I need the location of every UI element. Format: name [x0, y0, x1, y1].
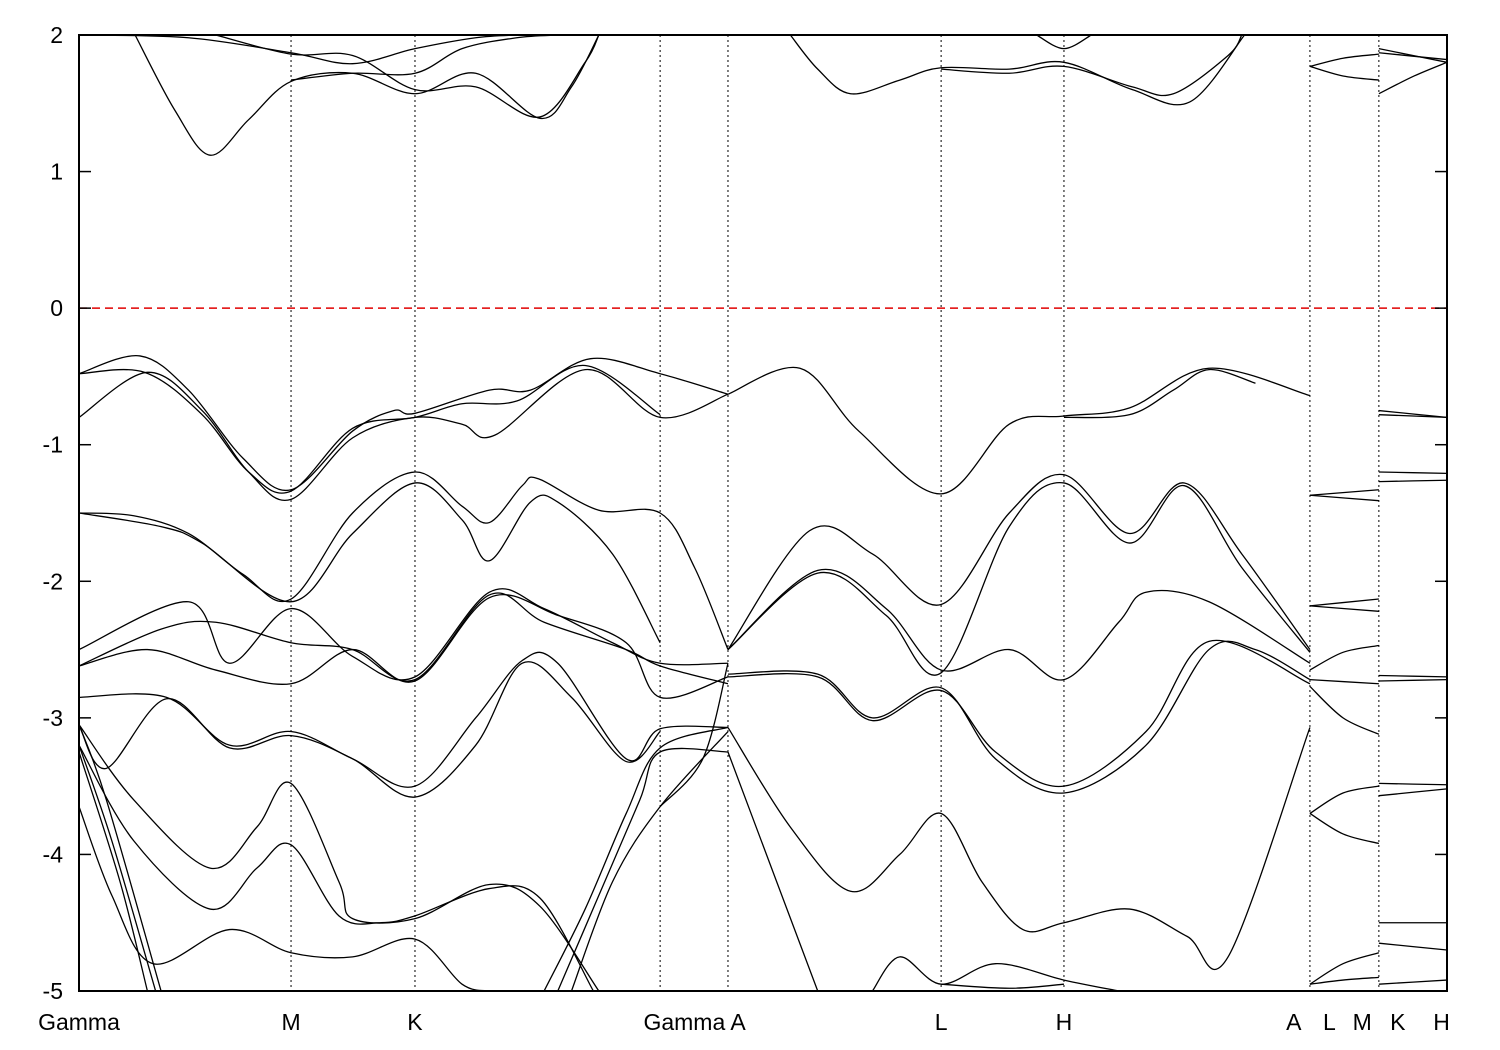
band-line: [1378, 479, 1447, 483]
band-line: [1309, 489, 1379, 496]
band-line: [79, 744, 594, 991]
y-tick-label: -1: [43, 432, 63, 458]
y-tick-label: -3: [43, 705, 63, 731]
band-line: [1309, 605, 1379, 612]
band-line: [727, 473, 1311, 650]
band-line: [1378, 674, 1447, 678]
band-line: [79, 744, 157, 991]
x-tick-label: H: [1056, 1009, 1073, 1035]
path-break-lines: [1310, 35, 1379, 991]
x-tick-label: L: [1323, 1009, 1336, 1035]
band-line: [290, 35, 558, 81]
x-tick-label: L: [935, 1009, 948, 1035]
band-line: [79, 651, 728, 788]
band-line: [1309, 644, 1379, 671]
x-tick-label: Gamma A: [643, 1009, 746, 1035]
band-line: [727, 751, 819, 991]
band-line: [727, 482, 1311, 676]
band-line: [727, 727, 1311, 971]
y-tick-label: -5: [43, 978, 63, 1004]
band-line: [1309, 65, 1379, 81]
y-axis: 2 1 0 -1 -2 -3 -4 -5: [43, 22, 1447, 1004]
band-line: [1309, 952, 1380, 985]
band-line: [79, 364, 661, 494]
band-line: [79, 592, 729, 685]
band-line: [79, 471, 729, 650]
plot-frame: [78, 34, 1448, 992]
band-line: [871, 956, 1119, 991]
x-tick-label: H: [1433, 1009, 1450, 1035]
band-line: [1309, 785, 1379, 815]
band-line: [79, 368, 729, 502]
band-line: [1309, 678, 1379, 685]
band-line: [79, 588, 728, 681]
band-line: [941, 983, 1065, 989]
band-line: [1063, 368, 1256, 419]
x-tick-label: K: [407, 1009, 423, 1035]
band-line: [727, 639, 1311, 788]
y-tick-label: 2: [50, 22, 63, 48]
y-tick-label: -4: [43, 841, 64, 867]
band-line: [1378, 678, 1447, 682]
y-tick-label: -2: [43, 568, 63, 594]
band-line: [570, 731, 729, 991]
x-tick-label: A: [1286, 1009, 1302, 1035]
x-tick-label: M: [1353, 1009, 1372, 1035]
band-line: [79, 661, 661, 798]
band-line: [1309, 53, 1379, 68]
band-line: [1378, 788, 1447, 797]
band-line: [79, 355, 729, 492]
band-line: [1378, 61, 1447, 95]
band-line: [79, 806, 490, 991]
band-line: [1309, 685, 1380, 735]
band-line: [1378, 471, 1447, 475]
x-tick-label: K: [1390, 1009, 1406, 1035]
bands: [79, 35, 1447, 991]
band-line: [1036, 35, 1092, 50]
band-line: [1378, 979, 1447, 985]
band-line: [79, 482, 661, 644]
band-line: [1378, 414, 1447, 419]
band-line: [79, 35, 517, 65]
band-line: [1378, 782, 1447, 786]
y-tick-label: 0: [50, 295, 63, 321]
band-line: [727, 568, 1311, 681]
band-line: [557, 747, 728, 991]
band-line: [79, 724, 600, 991]
band-line: [543, 726, 729, 991]
band-line: [1309, 598, 1379, 607]
band-line: [1309, 812, 1380, 845]
band-line: [1309, 976, 1379, 985]
band-line: [727, 640, 1311, 794]
band-line: [1309, 494, 1379, 502]
band-line: [1378, 48, 1447, 63]
x-tick-label: Gamma: [38, 1009, 120, 1035]
band-line: [789, 35, 1246, 106]
band-line: [727, 366, 1311, 495]
band-line: [79, 724, 162, 991]
band-line: [79, 593, 729, 699]
band-line: [941, 35, 1243, 97]
high-symmetry-lines: [290, 35, 1380, 991]
y-tick-label: 1: [50, 159, 63, 185]
band-line: [659, 663, 729, 808]
x-tick-label: M: [281, 1009, 300, 1035]
band-line: [1378, 942, 1447, 951]
band-line: [134, 35, 600, 156]
band-line: [215, 35, 600, 118]
band-line: [79, 751, 149, 991]
band-line: [1378, 52, 1447, 61]
